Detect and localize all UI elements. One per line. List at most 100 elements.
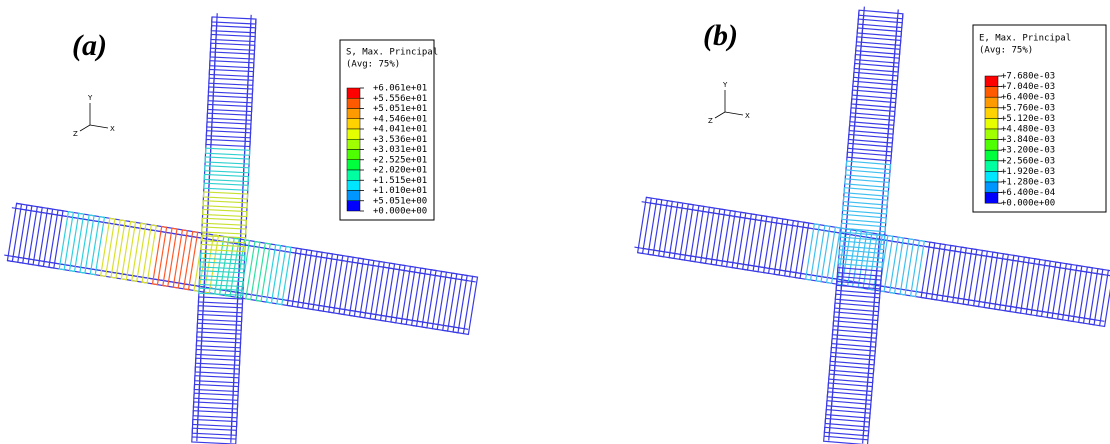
- stirrup: [834, 293, 881, 304]
- stirrup: [196, 313, 243, 323]
- stirrup: [194, 357, 241, 366]
- stirrup: [207, 95, 253, 104]
- stirrup: [720, 209, 736, 268]
- stirrup: [1004, 254, 1020, 313]
- stirrup: [110, 219, 126, 279]
- stirrup: [421, 269, 437, 329]
- stirrup: [794, 221, 810, 280]
- stirrup: [1067, 264, 1083, 323]
- stirrup: [847, 133, 894, 144]
- legend-swatch: [346, 98, 361, 109]
- stirrup: [193, 392, 239, 401]
- stirrup: [197, 305, 243, 314]
- legend-entry: +1.280e-03: [1001, 178, 1055, 188]
- triad-axis: [714, 111, 726, 119]
- stirrup: [192, 401, 239, 410]
- stirrup: [828, 373, 874, 384]
- stirrup: [831, 329, 878, 339]
- triad-axis: [724, 111, 744, 116]
- stirrup: [852, 80, 898, 91]
- stirrup: [909, 239, 925, 298]
- stirrup: [851, 89, 898, 100]
- stirrup: [833, 311, 879, 322]
- stirrup: [836, 275, 882, 286]
- stirrup: [193, 383, 240, 393]
- stirrup: [131, 222, 147, 283]
- stirrup: [37, 207, 54, 268]
- stirrup: [206, 103, 253, 113]
- stirrup: [710, 208, 726, 266]
- stirrup: [1077, 266, 1093, 324]
- stirrup: [888, 236, 904, 294]
- stirrup: [752, 214, 768, 273]
- legend-swatch: [346, 180, 361, 191]
- stirrup: [849, 107, 896, 118]
- stirrup: [209, 42, 256, 51]
- legend-swatch: [984, 149, 999, 162]
- legend-entry: +5.556e+01: [373, 94, 427, 104]
- stirrup: [855, 36, 902, 47]
- stirrup: [200, 235, 247, 244]
- stirrup: [1035, 259, 1051, 318]
- stirrup: [657, 199, 673, 258]
- legend-swatch: [346, 190, 361, 201]
- stirrup: [839, 231, 886, 242]
- stirrup: [858, 9, 904, 20]
- stirrup: [839, 240, 885, 251]
- stirrup: [1014, 256, 1030, 314]
- longitudinal-bar: [862, 17, 899, 444]
- stirrup: [205, 130, 252, 139]
- stirrup: [201, 226, 247, 235]
- stirrup: [151, 225, 168, 286]
- legend-entry: +6.061e+01: [373, 84, 427, 94]
- legend-swatch: [346, 169, 361, 181]
- stirrup: [211, 16, 257, 25]
- legend-swatch: [984, 128, 999, 140]
- legend-entry: +3.840e-03: [1001, 135, 1055, 145]
- stirrup: [825, 400, 872, 410]
- stirrup: [847, 142, 893, 153]
- stirrup: [79, 214, 95, 274]
- stirrup: [854, 53, 900, 64]
- stirrup: [833, 302, 880, 313]
- legend-swatch: [346, 139, 361, 150]
- legend-entry: +5.120e-03: [1001, 114, 1055, 124]
- legend-swatch: [346, 108, 361, 119]
- legend-swatch: [984, 86, 999, 98]
- stirrup: [400, 265, 417, 326]
- stirrup: [141, 224, 157, 284]
- stirrup: [983, 251, 999, 309]
- legend-entry: +4.041e+01: [373, 125, 427, 135]
- stirrup: [842, 195, 889, 206]
- legend-swatch: [984, 160, 999, 172]
- stirrup: [265, 244, 282, 304]
- triad-label: X: [110, 125, 115, 133]
- stirrup: [209, 60, 255, 69]
- stirrup: [689, 204, 705, 263]
- stirrup: [348, 257, 365, 317]
- legend-entry: +2.020e+01: [373, 166, 427, 176]
- stirrup: [17, 204, 33, 264]
- stirrup: [208, 68, 255, 78]
- stirrup: [255, 242, 271, 302]
- triad-label: X: [745, 112, 750, 120]
- panel-label: (b): [703, 19, 738, 52]
- stirrup: [845, 160, 892, 171]
- stirrup: [194, 375, 240, 384]
- stirrup: [951, 246, 967, 304]
- stirrup: [837, 258, 884, 268]
- stirrup: [830, 346, 876, 357]
- legend-swatch: [984, 192, 999, 204]
- stirrup: [823, 426, 870, 437]
- triad-label: Z: [708, 117, 713, 125]
- legend-entry: +0.000e+00: [1001, 199, 1055, 209]
- legend-entry: +7.680e-03: [1001, 72, 1055, 82]
- stirrup: [853, 62, 900, 73]
- stirrup: [844, 178, 890, 189]
- stirrup: [844, 169, 891, 180]
- stirrup: [206, 121, 252, 130]
- stirrup: [857, 231, 873, 289]
- stirrup: [832, 320, 879, 331]
- stirrup: [58, 210, 75, 271]
